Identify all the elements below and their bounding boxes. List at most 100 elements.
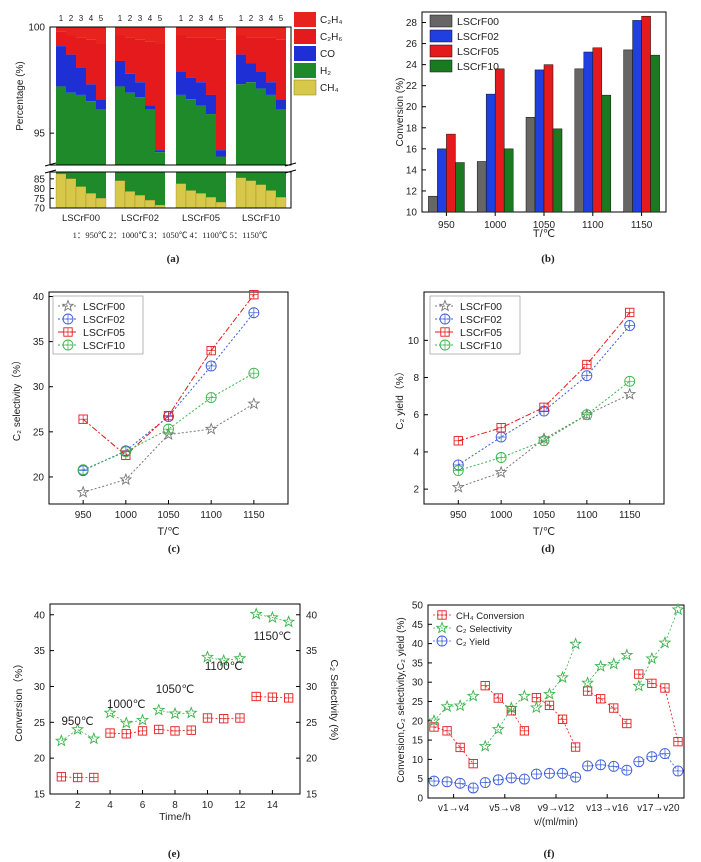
y-tick-label: 70 bbox=[34, 204, 46, 215]
data-point bbox=[596, 694, 606, 704]
data-point bbox=[219, 714, 229, 724]
x-axis-label: Time/h bbox=[159, 811, 191, 823]
y-tick-label: 10 bbox=[406, 208, 418, 219]
y-tick-label: 24 bbox=[406, 60, 418, 71]
segment-h2 bbox=[276, 109, 286, 165]
group-label: LSCrF00 bbox=[62, 213, 100, 224]
series-circle bbox=[428, 748, 684, 794]
data-point bbox=[570, 771, 582, 783]
segment-c2h6 bbox=[176, 35, 186, 72]
data-point bbox=[137, 726, 148, 736]
segment-h2 bbox=[125, 172, 135, 192]
segment-c2h4 bbox=[236, 27, 246, 36]
series-line bbox=[256, 613, 289, 623]
data-point bbox=[120, 446, 132, 458]
y-tick-label: 2 bbox=[413, 485, 419, 496]
data-point bbox=[633, 756, 645, 768]
data-point bbox=[607, 657, 621, 670]
bar-lscrf00 bbox=[525, 117, 536, 213]
data-point bbox=[495, 452, 507, 463]
y-tick-label: 26 bbox=[406, 39, 418, 50]
segment-c2h4 bbox=[115, 27, 125, 36]
segment-ch4 bbox=[205, 197, 217, 209]
segment-h2 bbox=[266, 172, 276, 191]
data-point bbox=[478, 739, 492, 752]
legend-marker bbox=[435, 621, 449, 634]
legend-label: C₂ Selectivity bbox=[456, 624, 512, 635]
x-tick-label: 4 bbox=[107, 800, 113, 811]
data-point bbox=[441, 776, 453, 788]
panel-label: (c) bbox=[168, 543, 181, 555]
position-label: 5 bbox=[99, 14, 104, 23]
data-point bbox=[495, 431, 507, 443]
segment-h2 bbox=[206, 114, 216, 165]
series-conversion bbox=[56, 691, 294, 783]
segment-co bbox=[246, 63, 256, 83]
data-point bbox=[480, 681, 490, 691]
segment-h2 bbox=[135, 172, 145, 196]
series-line bbox=[485, 777, 525, 783]
x-tick-label: 1050 bbox=[533, 220, 556, 231]
segment-h2 bbox=[76, 94, 86, 165]
data-point bbox=[531, 692, 542, 703]
legend-swatch-ch4 bbox=[293, 79, 317, 96]
data-point bbox=[504, 701, 518, 714]
x-axis-label: T/℃ bbox=[533, 526, 555, 538]
data-point bbox=[77, 464, 89, 476]
data-point bbox=[660, 683, 670, 693]
data-point bbox=[154, 724, 164, 735]
segment-h2 bbox=[186, 99, 196, 165]
bar-lscrf00 bbox=[623, 49, 633, 213]
series-line bbox=[587, 654, 628, 684]
legend-marker bbox=[440, 327, 450, 337]
data-point bbox=[647, 678, 657, 689]
position-label: 3 bbox=[79, 14, 84, 23]
panel-label: (a) bbox=[167, 253, 180, 265]
group-label: LSCrF10 bbox=[242, 213, 280, 224]
position-label: 2 bbox=[69, 14, 74, 23]
x-tick-label: v17→v20 bbox=[637, 803, 680, 814]
data-point bbox=[89, 772, 99, 783]
data-point bbox=[454, 777, 466, 789]
y-axis-label: C₂ yield（%） bbox=[394, 366, 406, 429]
data-point bbox=[453, 698, 467, 712]
axis-break-mark bbox=[284, 162, 297, 167]
y-tick-label: 80 bbox=[34, 184, 46, 195]
y-tick-label: 95 bbox=[34, 129, 46, 140]
data-point bbox=[645, 651, 659, 665]
segment-c2h4 bbox=[56, 27, 66, 32]
y-axis-label: Percentage (%) bbox=[15, 61, 26, 130]
segment-h2 bbox=[145, 172, 155, 201]
x-tick-label: v1→v4 bbox=[438, 803, 470, 814]
y-tick-label: 8 bbox=[413, 373, 419, 384]
data-point bbox=[205, 392, 217, 403]
data-point bbox=[468, 758, 478, 769]
y-tick-label: 40 bbox=[306, 610, 318, 621]
segment-c2h4 bbox=[246, 27, 256, 38]
data-point bbox=[544, 767, 555, 779]
x-tick-label: v9→v12 bbox=[538, 803, 575, 814]
data-point bbox=[452, 465, 464, 476]
series-lscrf10 bbox=[452, 375, 636, 476]
segment-ch4 bbox=[95, 198, 107, 209]
segment-ch4 bbox=[65, 178, 77, 209]
x-tick-label: v13→v16 bbox=[586, 803, 629, 814]
segment-h2 bbox=[155, 152, 165, 165]
y-tick-label: 6 bbox=[413, 410, 419, 421]
y-tick-label: 25 bbox=[33, 427, 45, 438]
segment-c2h4 bbox=[256, 27, 266, 38]
position-label: 4 bbox=[209, 14, 214, 23]
y-tick-label: 30 bbox=[34, 682, 46, 693]
data-point bbox=[570, 742, 581, 752]
x-axis-label: v/(ml/min) bbox=[534, 817, 578, 828]
y-tick-label: 30 bbox=[306, 682, 318, 693]
data-point bbox=[557, 767, 568, 779]
data-point bbox=[519, 726, 530, 736]
data-point bbox=[634, 669, 644, 679]
series-line bbox=[433, 726, 474, 764]
data-point bbox=[491, 722, 505, 735]
series-line bbox=[158, 709, 192, 715]
axis-break-mark bbox=[44, 169, 57, 174]
